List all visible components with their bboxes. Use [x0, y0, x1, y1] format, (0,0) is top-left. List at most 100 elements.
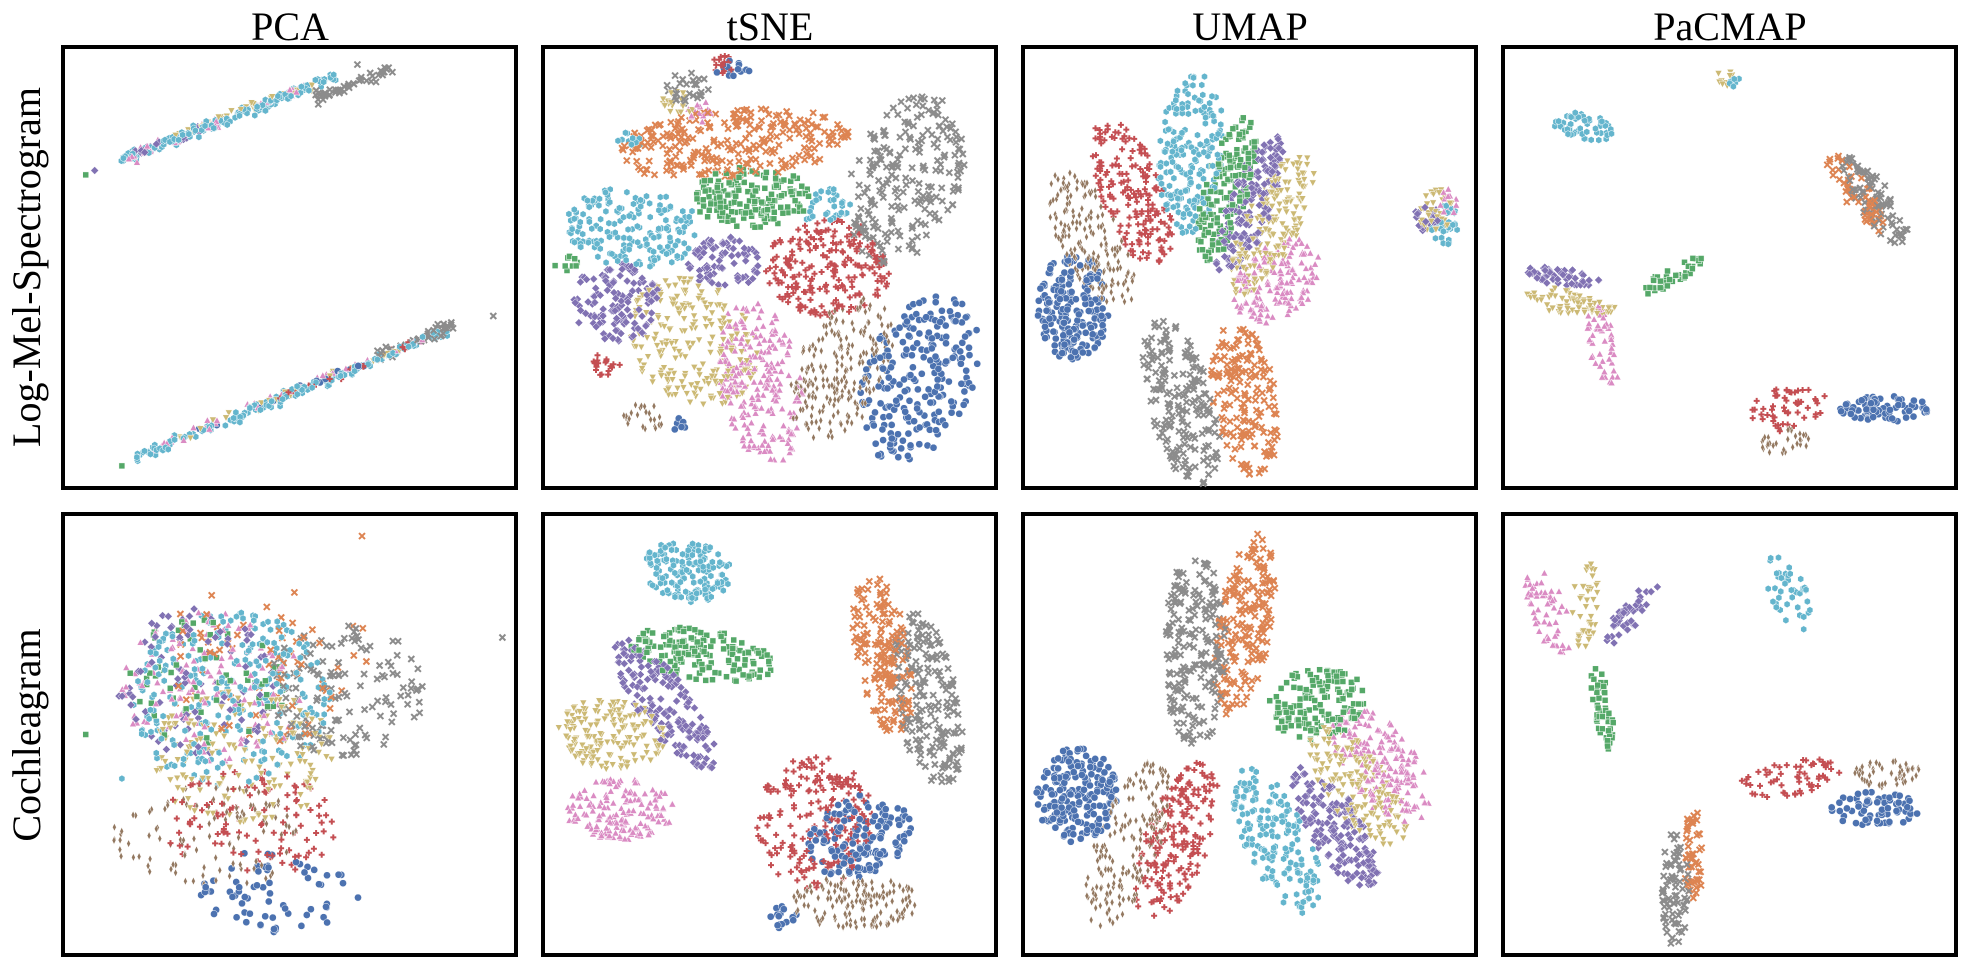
scatter-point-class-3 — [1127, 247, 1134, 254]
scatter-point-class-6 — [124, 154, 133, 162]
scatter-point-class-2 — [778, 192, 785, 199]
scatter-point-class-3 — [770, 256, 777, 263]
scatter-point-class-7 — [899, 188, 907, 196]
scatter-point-class-0 — [1067, 353, 1075, 362]
scatter-point-class-4 — [693, 246, 703, 255]
scatter-point-class-2 — [701, 177, 708, 185]
scatter-point-class-9 — [663, 224, 670, 233]
scatter-point-class-7 — [908, 176, 917, 185]
scatter-point-class-7 — [870, 147, 879, 155]
scatter-point-class-9 — [298, 82, 305, 91]
scatter-point-class-7 — [1151, 368, 1160, 377]
scatter-point-class-6 — [1242, 298, 1251, 307]
scatter-point-class-8 — [1293, 165, 1302, 174]
scatter-point-class-8 — [1246, 218, 1255, 226]
scatter-point-class-6 — [755, 339, 764, 347]
scatter-point-class-4 — [634, 305, 644, 314]
scatter-point-class-3 — [1142, 226, 1148, 233]
scatter-point-class-1 — [723, 136, 732, 145]
scatter-point-class-9 — [1214, 150, 1221, 159]
scatter-point-class-7 — [859, 226, 868, 235]
scatter-point-class-3 — [830, 239, 836, 246]
scatter-point-class-3 — [1143, 190, 1150, 197]
scatter-point-class-4 — [727, 251, 737, 261]
scatter-point-class-6 — [759, 421, 768, 429]
scatter-point-class-3 — [852, 292, 859, 299]
scatter-points — [551, 53, 982, 463]
scatter-point-class-7 — [1189, 431, 1198, 440]
scatter-point-class-9 — [1157, 137, 1164, 145]
scatter-point-class-2 — [758, 198, 765, 206]
scatter-point-class-0 — [902, 345, 911, 354]
scatter-point-class-7 — [933, 101, 941, 109]
scatter-point-class-6 — [1292, 303, 1300, 312]
scatter-point-class-6 — [1444, 192, 1453, 200]
scatter-point-class-8 — [676, 109, 685, 117]
scatter-point-class-1 — [1270, 425, 1279, 434]
scatter-point-class-0 — [922, 313, 931, 322]
scatter-point-class-7 — [689, 91, 697, 100]
scatter-point-class-6 — [793, 393, 802, 401]
scatter-point-class-6 — [1281, 293, 1290, 301]
scatter-point-class-1 — [1265, 402, 1273, 411]
scatter-point-class-9 — [812, 196, 820, 205]
scatter-point-class-1 — [800, 156, 809, 164]
scatter-point-class-8 — [669, 300, 677, 309]
scatter-point-class-7 — [357, 73, 365, 81]
scatter-point-class-9 — [595, 201, 603, 210]
scatter-point-class-3 — [1092, 135, 1099, 142]
scatter-point-class-0 — [921, 392, 929, 401]
scatter-point-class-9 — [179, 131, 186, 139]
scatter-point-class-3 — [1104, 122, 1111, 129]
scatter-point-class-7 — [1179, 449, 1188, 458]
scatter-point-class-9 — [1187, 178, 1195, 187]
scatter-point-class-8 — [1258, 217, 1267, 225]
scatter-point-class-0 — [1087, 323, 1095, 332]
scatter-point-class-4 — [610, 306, 620, 316]
scatter-point-class-2 — [716, 203, 724, 211]
scatter-point-class-7 — [1155, 376, 1164, 385]
scatter-point-class-5 — [1116, 257, 1121, 267]
scatter-point-class-5 — [813, 417, 819, 427]
scatter-point-class-7 — [1189, 354, 1198, 363]
scatter-point-class-9 — [637, 196, 644, 204]
scatter-point-class-2 — [777, 204, 784, 211]
scatter-point-class-7 — [896, 232, 904, 240]
scatter-point-class-3 — [811, 307, 818, 314]
scatter-point-class-9 — [565, 210, 573, 218]
scatter-point-class-0 — [942, 332, 951, 341]
scatter-point-class-5 — [809, 417, 815, 428]
scatter-point-class-5 — [857, 382, 863, 393]
scatter-point-class-7 — [921, 166, 929, 174]
scatter-point-class-7 — [945, 168, 954, 177]
scatter-point-class-1 — [1236, 378, 1244, 386]
scatter-point-class-8 — [1275, 207, 1284, 216]
scatter-point-class-5 — [1080, 179, 1085, 189]
scatter-point-class-1 — [1237, 460, 1246, 469]
scatter-point-class-3 — [772, 275, 779, 282]
scatter-point-class-9 — [1174, 194, 1182, 203]
scatter-point-class-0 — [895, 323, 904, 332]
scatter-point-class-9 — [1190, 73, 1197, 82]
scatter-point-class-5 — [1070, 206, 1076, 216]
scatter-point-class-6 — [1263, 280, 1272, 288]
scatter-point-class-4 — [630, 318, 639, 328]
scatter-point-class-1 — [663, 149, 671, 158]
scatter-point-class-7 — [924, 126, 932, 134]
scatter-point-class-7 — [1192, 405, 1201, 414]
scatter-point-class-2 — [1217, 188, 1224, 196]
scatter-point-class-3 — [1125, 201, 1132, 208]
scatter-point-class-0 — [1060, 340, 1069, 349]
scatter-point-class-8 — [644, 353, 652, 361]
scatter-point-class-8 — [673, 385, 682, 393]
scatter-point-class-6 — [725, 359, 733, 367]
scatter-point-class-4 — [1270, 180, 1280, 189]
scatter-point-class-5 — [1105, 249, 1110, 260]
scatter-point-class-9 — [677, 216, 685, 225]
scatter-point-class-8 — [671, 354, 680, 363]
panel-umap-log-mel — [1021, 45, 1478, 490]
scatter-point-class-5 — [863, 307, 868, 317]
scatter-point-class-6 — [728, 419, 736, 427]
scatter-point-class-3 — [814, 220, 821, 227]
panel-tsne-log-mel — [541, 45, 998, 490]
